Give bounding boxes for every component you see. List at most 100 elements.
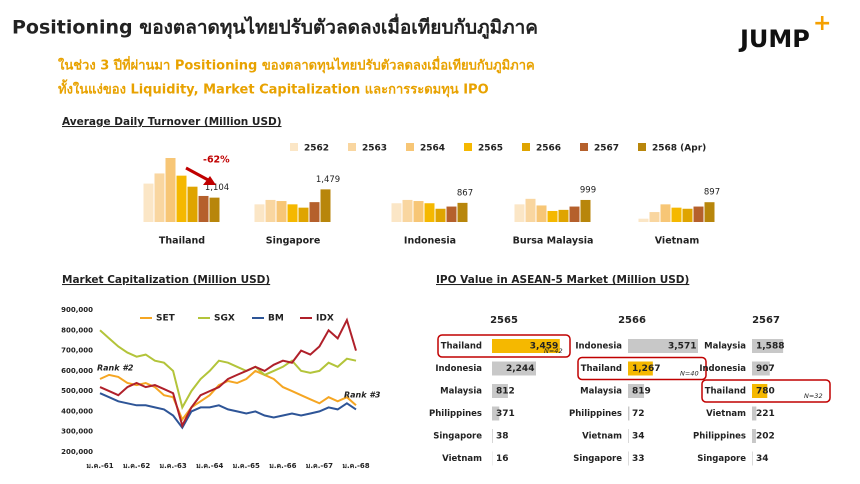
bar (402, 199, 413, 222)
bar (649, 212, 660, 222)
bar (143, 183, 154, 222)
bar (752, 451, 753, 466)
bar (693, 206, 704, 222)
value-label: 897 (704, 188, 720, 198)
y-tick-label: 400,000 (61, 407, 93, 415)
value-label: 371 (496, 409, 515, 419)
category-label: Vietnam (582, 432, 622, 442)
legend-label: BM (268, 314, 284, 324)
annotation: Rank #3 (344, 391, 381, 400)
bar (492, 361, 536, 376)
annotation-arrowhead (203, 176, 216, 185)
category-label: Indonesia (404, 236, 456, 247)
y-tick-label: 600,000 (61, 367, 93, 375)
bar (752, 361, 770, 376)
value-label: 16 (496, 454, 509, 464)
value-label: 819 (632, 387, 651, 397)
value-label: 1,267 (632, 364, 660, 374)
legend-label: IDX (316, 314, 334, 324)
category-label: Vietnam (655, 236, 700, 247)
category-label: Singapore (433, 432, 482, 442)
bar (752, 384, 768, 398)
bar (154, 173, 165, 222)
bar (435, 208, 446, 222)
category-label: Vietnam (442, 454, 482, 464)
annotation: Rank #2 (97, 364, 134, 373)
category-label: Indonesia (575, 342, 622, 352)
y-tick-label: 500,000 (61, 387, 93, 395)
value-label: 34 (756, 454, 769, 464)
value-label: 38 (496, 432, 509, 442)
category-label: Singapore (573, 454, 622, 464)
note: N=42 (544, 347, 563, 355)
logo: JUMP (738, 25, 810, 53)
value-label: 907 (756, 364, 775, 374)
line-series (99, 317, 357, 429)
category-label: Thailand (705, 387, 746, 397)
value-label: 1,588 (756, 342, 784, 352)
bar (514, 204, 525, 222)
bar (391, 203, 402, 222)
legend-swatch (580, 143, 588, 151)
legend-swatch (522, 143, 530, 151)
highlight-box (577, 356, 707, 381)
bar (580, 199, 591, 222)
bar (638, 218, 649, 222)
value-label: 202 (756, 432, 775, 442)
bar (457, 202, 468, 222)
bar (569, 206, 580, 222)
value-label: 812 (496, 387, 515, 397)
legend-swatch (348, 143, 356, 151)
note: N=40 (680, 370, 699, 378)
y-tick-label: 700,000 (61, 347, 93, 355)
bar (671, 207, 682, 222)
value-label: 221 (756, 409, 775, 419)
bar (752, 429, 756, 443)
x-tick-label: ม.ค.-65 (233, 462, 260, 470)
bar (752, 339, 784, 353)
legend-label: 2567 (594, 144, 619, 154)
bar (704, 202, 715, 222)
category-label: Indonesia (435, 364, 482, 374)
bar (660, 204, 671, 222)
bar (298, 207, 309, 222)
category-label: Philippines (693, 432, 746, 442)
x-tick-label: ม.ค.-66 (269, 462, 296, 470)
legend-label: 2566 (536, 144, 561, 154)
note: N=32 (804, 392, 823, 400)
legend-label: 2568 (Apr) (652, 144, 706, 154)
legend-label: 2565 (478, 144, 503, 154)
bar (320, 189, 331, 222)
panel-year: 2567 (752, 315, 780, 326)
subtitle: ทั้งในแง่ของ Liquidity, Market Capitaliz… (58, 79, 489, 98)
value-label: 780 (756, 387, 775, 397)
bar (558, 209, 569, 222)
bar (628, 361, 653, 376)
annotation: -62% (203, 155, 230, 166)
bar (547, 210, 558, 222)
legend-label: 2563 (362, 144, 387, 154)
category-label: Indonesia (699, 364, 746, 374)
panel-year: 2566 (618, 315, 646, 326)
bar (446, 206, 457, 222)
slide-title: Positioning ของตลาดทุนไทยปรับตัวลดลงเมื่… (12, 14, 538, 40)
category-label: Vietnam (706, 409, 746, 419)
bar (309, 202, 320, 222)
category-label: Malaysia (440, 387, 482, 397)
value-label: 72 (632, 409, 645, 419)
legend-label: SGX (214, 314, 235, 324)
bar (492, 429, 493, 443)
category-label: Thailand (441, 342, 482, 352)
bar (165, 158, 176, 222)
value-label: 34 (632, 432, 645, 442)
bar (628, 339, 698, 353)
bar (492, 339, 560, 353)
bar (525, 198, 536, 222)
category-label: Bursa Malaysia (513, 236, 594, 247)
value-label: 2,244 (506, 364, 534, 374)
line-series (99, 369, 357, 422)
chart-title: Market Capitalization (Million USD) (62, 274, 270, 286)
chart-title: Average Daily Turnover (Million USD) (62, 116, 282, 128)
value-label: 3,571 (668, 342, 696, 352)
bar (254, 204, 265, 222)
